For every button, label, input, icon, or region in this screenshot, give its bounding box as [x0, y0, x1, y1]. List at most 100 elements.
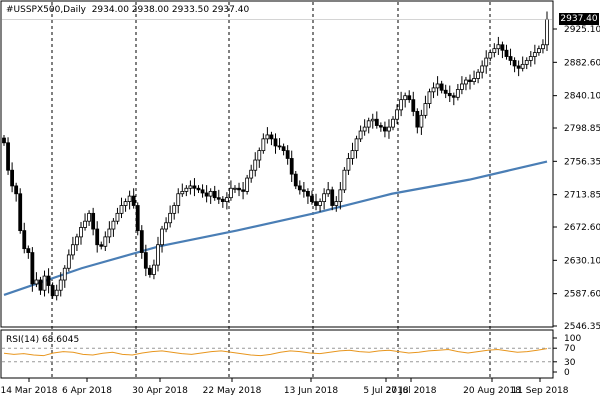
- candle: [26, 245, 31, 259]
- candle-body: [54, 289, 59, 297]
- price-tick-label: 2925.10: [564, 25, 600, 35]
- candle: [30, 247, 35, 292]
- candle: [496, 36, 501, 55]
- candle: [281, 143, 286, 156]
- moving-average-layer: [3, 160, 548, 296]
- candle: [354, 135, 359, 159]
- price-tick-label: 2713.85: [564, 191, 600, 201]
- candle: [306, 188, 310, 204]
- candle-body: [245, 177, 250, 192]
- candle: [135, 202, 140, 236]
- candle: [431, 82, 436, 99]
- candle: [435, 76, 440, 96]
- candle: [468, 74, 472, 90]
- candle: [131, 188, 136, 209]
- candle-body: [500, 44, 505, 51]
- rsi-panel-frame: [0, 329, 554, 379]
- candle-body: [156, 244, 160, 266]
- candle: [374, 111, 379, 129]
- candle: [504, 44, 509, 60]
- candle: [200, 184, 205, 198]
- price-tick-label: 2546.35: [564, 322, 600, 332]
- candle: [285, 145, 290, 165]
- candle: [545, 11, 549, 52]
- candle: [34, 272, 39, 288]
- candle-body: [233, 187, 237, 190]
- candle: [237, 182, 241, 197]
- candle: [370, 113, 375, 129]
- candle: [192, 178, 197, 197]
- date-tick-label: 30 Apr 2018: [132, 386, 188, 396]
- candle: [257, 147, 262, 168]
- candle-body: [431, 87, 436, 93]
- candle: [123, 198, 128, 212]
- candle-body: [168, 212, 173, 224]
- candle: [524, 57, 529, 70]
- candle-body: [443, 89, 448, 94]
- candle-body: [488, 52, 493, 59]
- candle: [164, 217, 168, 233]
- candle-body: [103, 236, 108, 247]
- candle-body: [330, 189, 335, 206]
- candle: [512, 57, 517, 73]
- candle-body: [2, 137, 6, 144]
- candle-body: [14, 185, 19, 195]
- candle-body: [204, 192, 209, 197]
- candle: [265, 127, 270, 144]
- candle-body: [164, 222, 168, 230]
- candle-body: [188, 185, 193, 189]
- candle-body: [399, 99, 404, 111]
- candle-body: [38, 279, 43, 291]
- candle-body: [42, 275, 47, 291]
- candle-body: [354, 138, 359, 152]
- candle-body: [216, 197, 221, 200]
- candle: [180, 183, 185, 197]
- candle: [541, 39, 545, 54]
- candle-body: [111, 220, 116, 230]
- candle: [460, 76, 464, 95]
- candle: [289, 150, 294, 182]
- candle-body: [358, 130, 363, 140]
- candle-body: [127, 195, 132, 202]
- candle: [249, 164, 254, 183]
- candle-body: [87, 212, 91, 222]
- candle-body: [322, 193, 327, 202]
- candle-body: [115, 212, 120, 222]
- candle: [38, 276, 43, 295]
- price-tick-label: 2756.35: [564, 157, 600, 167]
- candle-body: [180, 190, 185, 195]
- date-tick-label: 20 Aug 2018: [463, 386, 521, 396]
- candle-body: [439, 83, 444, 91]
- candle-body: [34, 279, 39, 285]
- candle-body: [160, 228, 164, 246]
- candle: [111, 218, 116, 237]
- candle: [147, 265, 152, 278]
- candle: [439, 80, 444, 94]
- candle-body: [70, 244, 75, 256]
- candle-body: [520, 63, 525, 69]
- candle-body: [50, 285, 55, 297]
- date-tick-label: 6 Apr 2018: [62, 386, 112, 396]
- candle: [160, 225, 164, 253]
- candle-body: [528, 56, 533, 61]
- candle-body: [374, 118, 379, 126]
- candle-body: [269, 134, 274, 140]
- candle-body: [314, 201, 318, 206]
- candle: [423, 95, 428, 119]
- candle: [107, 221, 112, 244]
- candle-body: [411, 99, 416, 112]
- candle-body: [131, 195, 136, 206]
- candle-body: [66, 254, 71, 269]
- candle-body: [504, 49, 509, 57]
- candle: [338, 181, 343, 210]
- candle: [143, 244, 148, 277]
- candle: [176, 188, 181, 214]
- date-tick-label: 13 Jun 2018: [284, 386, 338, 396]
- candle: [46, 268, 51, 294]
- candles-layer: [2, 11, 549, 301]
- candle: [346, 152, 351, 175]
- candle: [241, 181, 245, 200]
- candle-body: [249, 169, 254, 179]
- ohlc-close: 2937.40: [211, 5, 250, 15]
